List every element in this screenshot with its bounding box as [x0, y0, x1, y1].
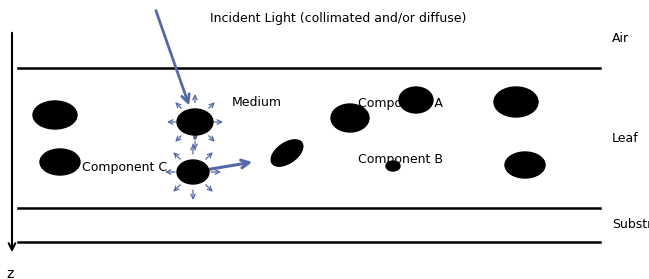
Text: z: z: [6, 267, 14, 279]
Ellipse shape: [33, 101, 77, 129]
Ellipse shape: [177, 109, 213, 135]
Text: Medium: Medium: [232, 97, 282, 109]
Ellipse shape: [40, 149, 80, 175]
Text: Component B: Component B: [358, 153, 443, 167]
Ellipse shape: [505, 152, 545, 178]
Ellipse shape: [386, 161, 400, 171]
Ellipse shape: [399, 87, 433, 113]
Text: Substrate: Substrate: [612, 218, 649, 232]
Ellipse shape: [271, 140, 303, 166]
Text: Incident Light (collimated and/or diffuse): Incident Light (collimated and/or diffus…: [210, 12, 467, 25]
Text: Air: Air: [612, 32, 629, 45]
Ellipse shape: [331, 104, 369, 132]
Text: Leaf: Leaf: [612, 131, 639, 145]
Ellipse shape: [177, 160, 209, 184]
Ellipse shape: [494, 87, 538, 117]
Text: Component A: Component A: [358, 97, 443, 109]
Text: Component C: Component C: [82, 162, 167, 174]
